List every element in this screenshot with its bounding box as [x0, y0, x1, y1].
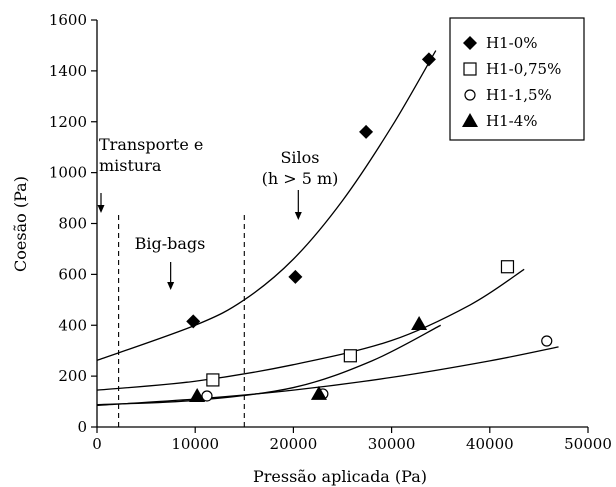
- x-tick-label: 10000: [171, 435, 219, 453]
- y-tick-label: 1200: [49, 113, 87, 131]
- x-tick-label: 50000: [564, 435, 612, 453]
- data-point-h1-1-5: [201, 390, 213, 402]
- x-tick-label: 0: [92, 435, 102, 453]
- fit-curve-h1-0: [96, 50, 437, 361]
- y-tick-label: 200: [58, 367, 87, 385]
- data-point-h1-0-75: [500, 260, 515, 274]
- fit-curve-h1-1-5: [96, 346, 559, 407]
- data-point-h1-0: [288, 269, 303, 284]
- annotation-arrow-head: [294, 212, 302, 220]
- data-point-h1-0: [421, 52, 436, 67]
- data-point-h1-4: [411, 315, 428, 330]
- y-tick-label: 0: [77, 418, 87, 436]
- data-point-h1-4: [189, 387, 206, 402]
- y-tick-label: 1000: [49, 164, 87, 182]
- y-axis-title: Coesão (Pa): [11, 176, 30, 272]
- y-tick-label: 1600: [49, 11, 87, 29]
- x-tick-label: 30000: [368, 435, 416, 453]
- data-point-h1-0-75: [343, 349, 357, 363]
- legend-marker-h1-0: [463, 36, 477, 50]
- region-annotation-text: (h > 5 m): [262, 169, 339, 188]
- region-annotation-text: Big-bags: [135, 234, 206, 253]
- annotation-arrow-head: [167, 282, 175, 290]
- region-annotation-text: mistura: [99, 156, 162, 175]
- legend-label-h1-4: H1-4%: [486, 112, 538, 130]
- legend-label-h1-0-75: H1-0,75%: [486, 60, 561, 78]
- plot-area: 0 200 400 600 800 1000 1200 1400 1600 0 10000 20000…: [49, 11, 612, 453]
- legend-marker-h1-1-5: [464, 89, 476, 101]
- data-point-h1-0-75: [206, 373, 220, 387]
- legend-label-h1-0: H1-0%: [486, 34, 538, 52]
- region-annotations: Transporte e mistura Big-bags Silos (h > 5 m…: [97, 135, 339, 290]
- legend-label-h1-1-5: H1-1,5%: [486, 86, 552, 104]
- region-annotation-text: Transporte e: [99, 135, 203, 154]
- legend-marker-h1-0-75: [463, 62, 477, 76]
- x-tick-label: 20000: [270, 435, 318, 453]
- y-tick-label: 600: [58, 265, 87, 283]
- fit-curve-h1-4: [96, 324, 441, 406]
- data-point-h1-0: [186, 314, 201, 329]
- legend: H1-0% H1-0,75% H1-1,5% H1-4%: [449, 17, 585, 141]
- y-tick-label: 400: [58, 316, 87, 334]
- x-axis-title: Pressão aplicada (Pa): [253, 467, 427, 486]
- x-tick-label: 40000: [466, 435, 514, 453]
- data-point-h1-0: [359, 124, 374, 139]
- fit-curve-h1-0-75: [96, 268, 525, 391]
- data-point-h1-4: [310, 385, 327, 400]
- legend-marker-h1-4: [462, 113, 478, 127]
- y-tick-label: 1400: [49, 62, 87, 80]
- data-point-h1-1-5: [541, 335, 553, 347]
- y-tick-label: 800: [58, 215, 87, 233]
- region-annotation-text: Silos: [280, 148, 319, 167]
- annotation-arrow-head: [97, 205, 105, 213]
